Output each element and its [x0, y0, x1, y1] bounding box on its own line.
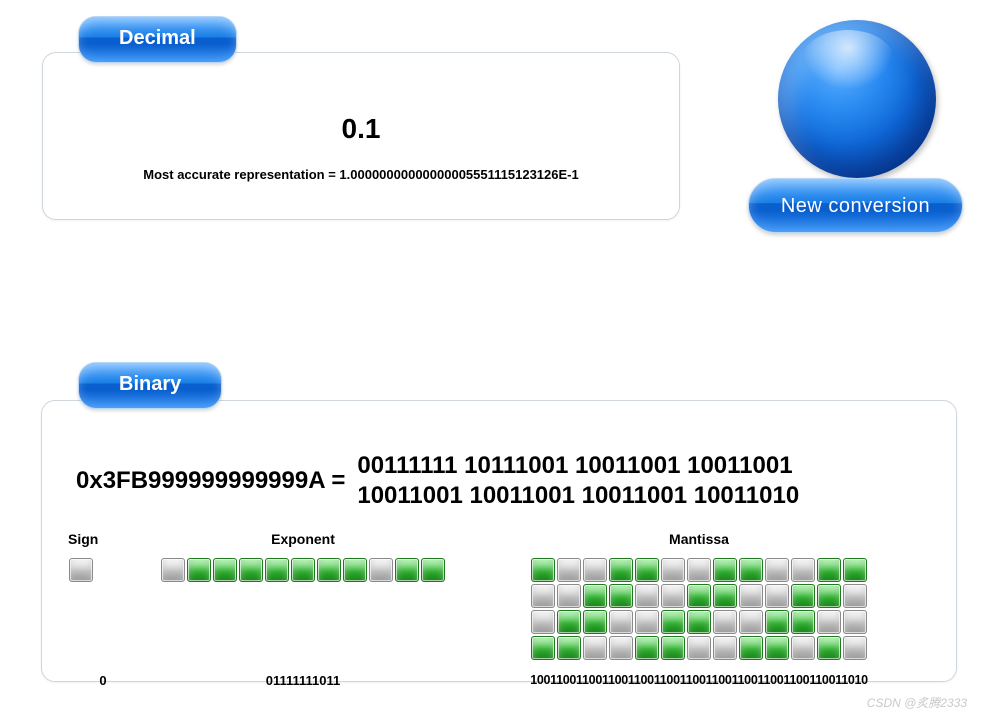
bit-one-icon	[661, 636, 685, 660]
bit-one-icon	[739, 558, 763, 582]
sign-value-string: 0	[68, 673, 138, 688]
watermark: CSDN @炙腾2333	[867, 694, 967, 711]
bit-one-icon	[765, 610, 789, 634]
decimal-value: 0.1	[69, 113, 653, 145]
binary-line-2: 10011001 10011001 10011001 10011010	[357, 481, 799, 511]
bit-one-icon	[583, 610, 607, 634]
bit-zero-icon	[765, 558, 789, 582]
bit-one-icon	[317, 558, 341, 582]
bit-one-icon	[239, 558, 263, 582]
bit-zero-icon	[609, 636, 633, 660]
bit-zero-icon	[713, 636, 737, 660]
bit-zero-icon	[661, 584, 685, 608]
bit-one-icon	[843, 558, 867, 582]
bit-one-icon	[609, 584, 633, 608]
mantissa-value-string: 1001100110011001100110011001100110011001…	[468, 673, 930, 688]
bit-one-icon	[213, 558, 237, 582]
bit-zero-icon	[687, 558, 711, 582]
bit-one-icon	[291, 558, 315, 582]
binary-panel: 0x3FB999999999999A = 00111111 10111001 1…	[41, 400, 957, 682]
bit-zero-icon	[791, 558, 815, 582]
bit-zero-icon	[369, 558, 393, 582]
bit-one-icon	[343, 558, 367, 582]
header-exponent: Exponent	[138, 531, 468, 547]
sphere-icon	[778, 20, 936, 178]
header-mantissa: Mantissa	[468, 531, 930, 547]
bit-one-icon	[421, 558, 445, 582]
bit-one-icon	[765, 636, 789, 660]
bit-one-icon	[687, 584, 711, 608]
exponent-bit-group	[160, 557, 446, 588]
bit-one-icon	[661, 610, 685, 634]
bit-zero-icon	[69, 558, 93, 582]
bit-zero-icon	[161, 558, 185, 582]
decimal-accurate-representation: Most accurate representation = 1.0000000…	[69, 167, 653, 182]
bit-one-icon	[531, 636, 555, 660]
sign-bit-group	[68, 557, 138, 588]
bit-zero-icon	[635, 610, 659, 634]
bit-one-icon	[791, 610, 815, 634]
bit-one-icon	[817, 636, 841, 660]
bit-zero-icon	[765, 584, 789, 608]
bit-zero-icon	[843, 636, 867, 660]
bit-one-icon	[557, 636, 581, 660]
bit-zero-icon	[843, 584, 867, 608]
bit-one-icon	[395, 558, 419, 582]
bit-one-icon	[531, 558, 555, 582]
bit-zero-icon	[791, 636, 815, 660]
binary-line-1: 00111111 10111001 10011001 10011001	[357, 451, 799, 481]
bit-zero-icon	[557, 558, 581, 582]
exponent-value-string: 01111111011	[138, 673, 468, 688]
header-sign: Sign	[68, 531, 138, 547]
bit-one-icon	[583, 584, 607, 608]
bit-one-icon	[609, 558, 633, 582]
bit-one-icon	[187, 558, 211, 582]
bit-zero-icon	[531, 584, 555, 608]
bit-zero-icon	[817, 610, 841, 634]
new-conversion-button[interactable]: New conversion	[748, 178, 963, 233]
bit-zero-icon	[609, 610, 633, 634]
bit-zero-icon	[583, 636, 607, 660]
bit-one-icon	[557, 610, 581, 634]
bit-zero-icon	[531, 610, 555, 634]
bit-one-icon	[739, 636, 763, 660]
bit-one-icon	[635, 558, 659, 582]
bit-zero-icon	[739, 610, 763, 634]
bit-one-icon	[817, 558, 841, 582]
bit-zero-icon	[583, 558, 607, 582]
bit-one-icon	[713, 558, 737, 582]
mantissa-bit-group	[530, 557, 868, 661]
bit-one-icon	[265, 558, 289, 582]
bit-zero-icon	[713, 610, 737, 634]
bit-one-icon	[635, 636, 659, 660]
bit-zero-icon	[557, 584, 581, 608]
bit-zero-icon	[739, 584, 763, 608]
bit-zero-icon	[635, 584, 659, 608]
bit-zero-icon	[687, 636, 711, 660]
binary-tab: Binary	[78, 362, 222, 409]
binary-bytes: 00111111 10111001 10011001 10011001 1001…	[357, 451, 799, 511]
bit-one-icon	[791, 584, 815, 608]
bit-zero-icon	[843, 610, 867, 634]
bit-one-icon	[713, 584, 737, 608]
bit-one-icon	[687, 610, 711, 634]
bit-zero-icon	[661, 558, 685, 582]
decimal-tab: Decimal	[78, 16, 237, 63]
hex-value: 0x3FB999999999999A =	[76, 467, 345, 495]
decimal-panel: 0.1 Most accurate representation = 1.000…	[42, 52, 680, 220]
bit-one-icon	[817, 584, 841, 608]
